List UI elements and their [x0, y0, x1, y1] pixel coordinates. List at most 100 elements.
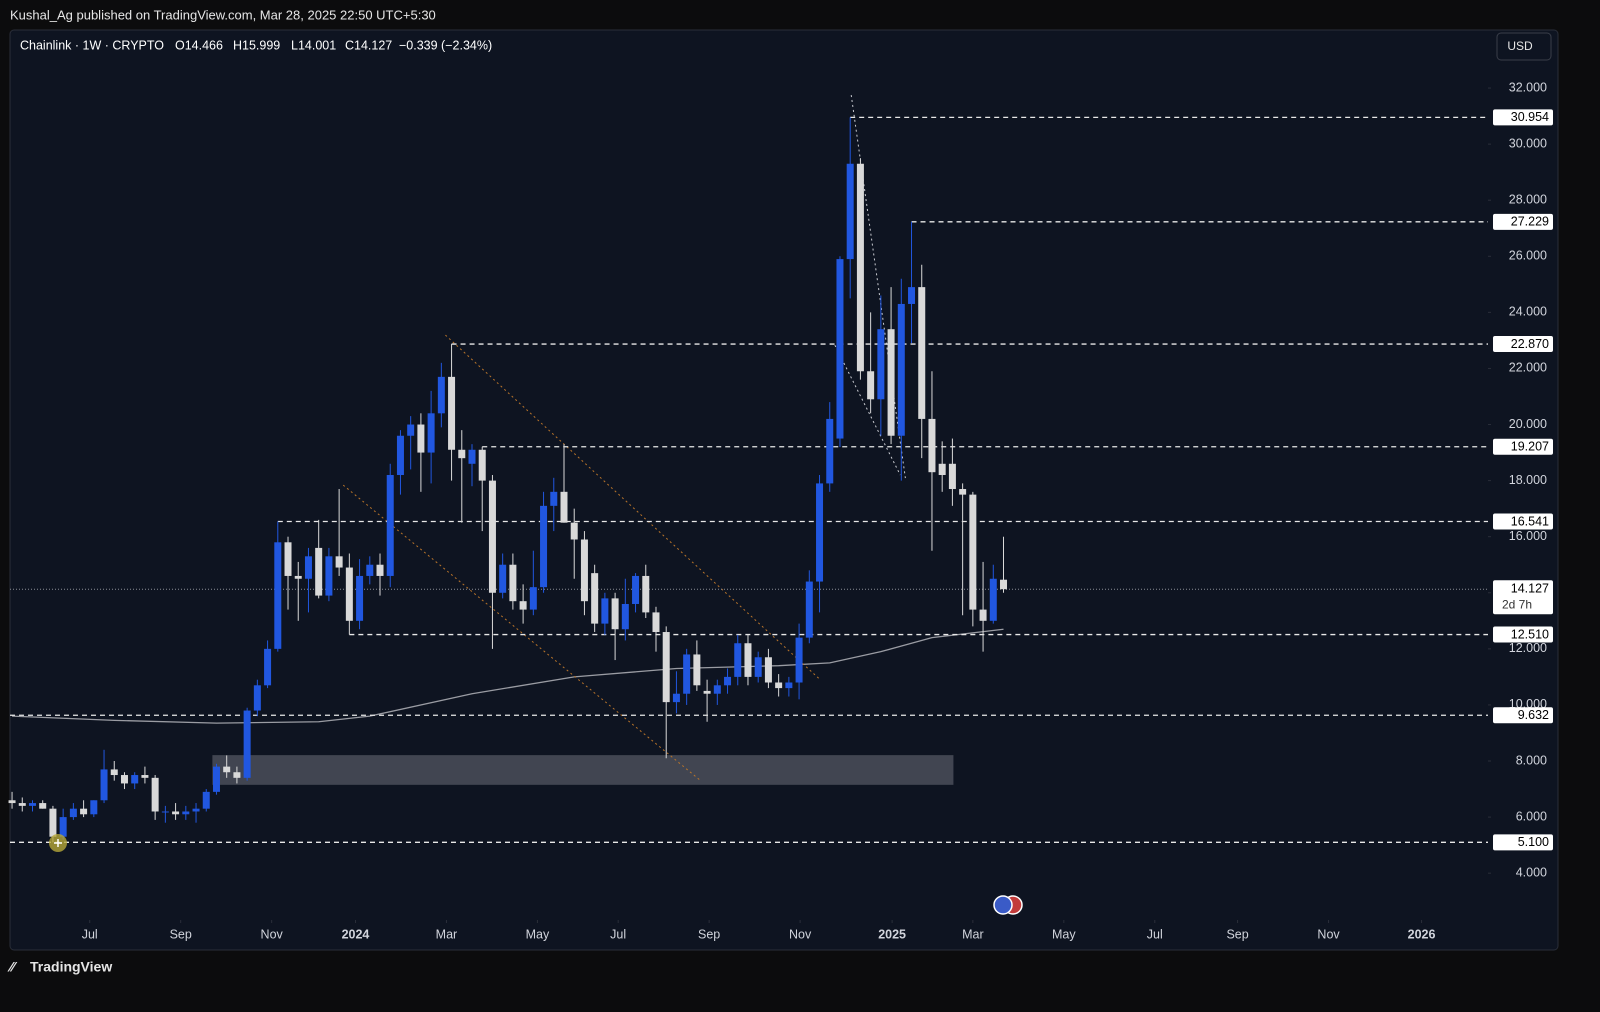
candle-body	[928, 418, 936, 473]
candle-body	[989, 578, 997, 621]
candle-body	[172, 811, 180, 815]
candle-body	[846, 163, 854, 260]
candle-body	[243, 710, 251, 778]
candle-body	[754, 657, 762, 677]
candle-body	[550, 491, 558, 506]
candle-body	[795, 637, 803, 683]
candle-body	[724, 676, 732, 686]
candle-body	[345, 567, 353, 621]
x-tick-label: Nov	[261, 927, 284, 941]
candle-body	[458, 449, 466, 459]
candle-body	[407, 424, 415, 436]
candle-body	[805, 581, 813, 638]
candle-body	[713, 685, 721, 694]
candle-body	[325, 556, 333, 596]
candle-body	[867, 371, 875, 400]
y-tick-label: 16.000	[1509, 529, 1547, 543]
candle-body	[580, 539, 588, 602]
candle-body	[816, 483, 824, 582]
candle-body	[969, 494, 977, 610]
x-tick-label: Jul	[610, 927, 626, 941]
candle-body	[39, 803, 47, 809]
candle-body	[69, 808, 77, 818]
y-tick-label: 8.000	[1516, 753, 1547, 767]
footer: TradingView	[30, 959, 112, 975]
currency-button[interactable]	[1496, 32, 1552, 61]
candle-body	[253, 685, 261, 711]
level-label: 19.207	[1511, 440, 1549, 454]
candle-body	[417, 424, 425, 453]
candle-body	[396, 435, 404, 475]
y-tick-label: 22.000	[1509, 361, 1547, 375]
candle-body	[642, 575, 650, 613]
event-flag[interactable]	[993, 895, 1013, 915]
candle-body	[683, 654, 691, 694]
high: H15.999	[233, 38, 280, 52]
low: L14.001	[291, 38, 336, 52]
candle-body	[979, 609, 987, 621]
zone	[212, 755, 954, 785]
candle-body	[611, 598, 619, 630]
candle-body	[376, 564, 384, 576]
countdown: 2d 7h	[1502, 597, 1532, 611]
y-tick-label: 18.000	[1509, 473, 1547, 487]
x-tick-label: Jul	[82, 927, 98, 941]
candle-body	[621, 603, 629, 630]
candle-body	[785, 682, 793, 689]
candle-body	[223, 766, 231, 773]
candle-body	[427, 413, 435, 453]
candle-body	[764, 657, 772, 683]
level-label-box	[1493, 336, 1553, 353]
candle-body	[877, 329, 885, 400]
last-price-box	[1493, 580, 1553, 615]
y-tick-label: 30.000	[1509, 136, 1547, 150]
open: O14.466	[175, 38, 223, 52]
level-label-box	[1493, 707, 1553, 724]
candle-body	[478, 449, 486, 481]
candle-body	[652, 612, 660, 633]
level-label-box	[1493, 213, 1553, 230]
x-tick-label: May	[526, 927, 550, 941]
candle-body	[80, 808, 88, 815]
candle-body	[49, 808, 57, 837]
candle-body	[908, 287, 916, 304]
candle-body	[294, 575, 302, 579]
x-tick-label: Mar	[962, 927, 984, 941]
candle-body	[662, 632, 670, 703]
candle-body	[233, 772, 241, 778]
currency[interactable]: USD	[1507, 39, 1533, 53]
candle-body	[448, 376, 456, 450]
candle-body	[8, 800, 16, 804]
close: C14.127	[345, 38, 392, 52]
candle-body	[100, 769, 108, 801]
candle-body	[468, 449, 476, 464]
moving-average	[12, 628, 1004, 724]
candle-body	[90, 800, 98, 815]
level-label: 5.100	[1518, 835, 1549, 849]
level-label: 16.541	[1511, 514, 1549, 528]
candle-body	[284, 542, 292, 576]
candle-body	[274, 542, 282, 649]
candle-body	[601, 598, 609, 624]
level-label: 22.870	[1511, 337, 1549, 351]
candle-body	[386, 475, 394, 576]
candle-body	[856, 163, 864, 372]
level-label: 27.229	[1511, 215, 1549, 229]
candle-body	[959, 489, 967, 495]
candle-body	[560, 491, 568, 523]
x-tick-label: 2024	[342, 927, 370, 941]
candle-body	[18, 803, 26, 806]
candle-body	[703, 690, 711, 694]
candle-body	[591, 573, 599, 624]
candle-body	[836, 259, 844, 439]
candle-body	[161, 811, 169, 813]
candle-body	[110, 769, 118, 776]
x-tick-label: May	[1052, 927, 1076, 941]
last-price-label: 14.127	[1511, 582, 1549, 596]
candle-body	[335, 556, 343, 568]
publisher: Kushal_Ag published on TradingView.com, …	[10, 7, 436, 22]
level-label: 30.954	[1511, 110, 1549, 124]
chart-panel	[9, 29, 1559, 951]
x-tick-label: Sep	[1226, 927, 1248, 941]
